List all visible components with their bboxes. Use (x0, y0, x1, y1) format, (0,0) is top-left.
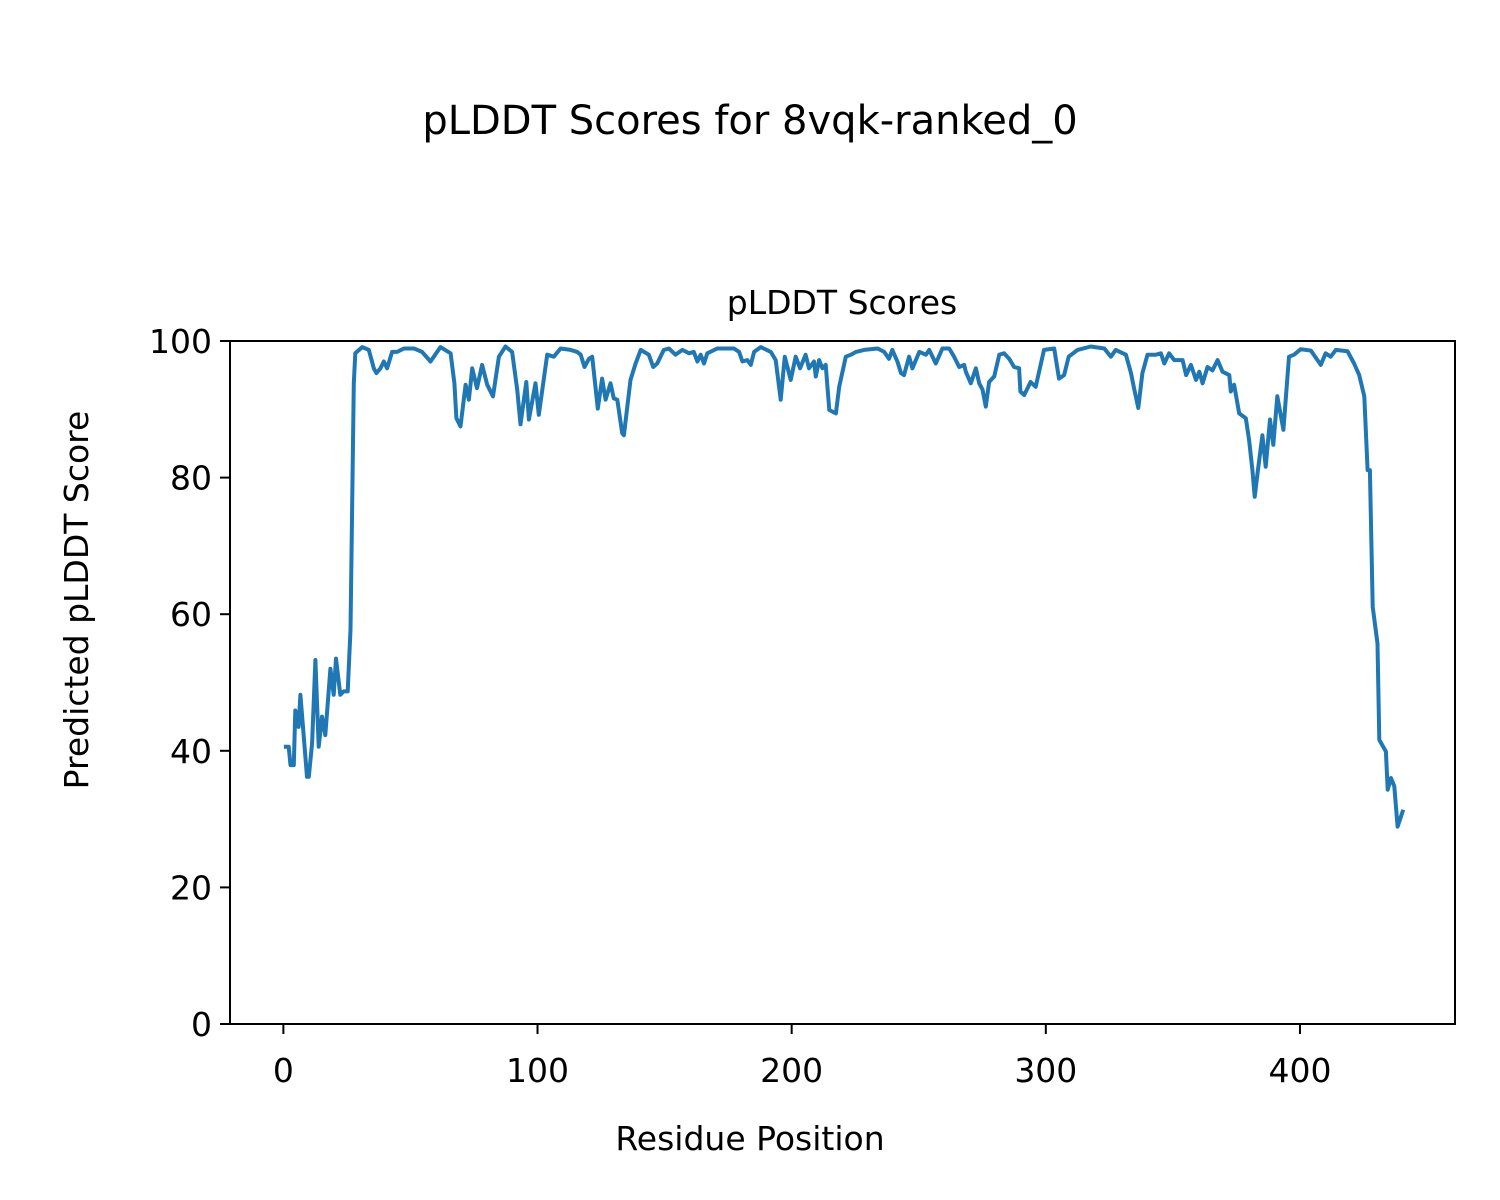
plot-area (283, 344, 1406, 829)
axes-frame (229, 340, 1456, 1025)
y-axis-label: Predicted pLDDT Score (57, 411, 96, 790)
figure-suptitle: pLDDT Scores for 8vqk-ranked_0 (422, 98, 1077, 144)
x-tick-label: 0 (273, 1051, 294, 1090)
x-tick-label: 100 (506, 1051, 569, 1090)
y-tick-label: 60 (170, 595, 212, 634)
x-tick-label: 300 (1014, 1051, 1077, 1090)
x-tick-label: 200 (760, 1051, 823, 1090)
y-tick-label: 0 (191, 1005, 212, 1044)
x-tick-label: 400 (1268, 1051, 1331, 1090)
x-axis-ticks: 0 100 200 300 400 (273, 1024, 1331, 1090)
x-axis-label: Residue Position (615, 1119, 884, 1158)
y-tick-label: 20 (170, 868, 212, 907)
axes-title: pLDDT Scores (727, 283, 957, 322)
y-tick-label: 40 (170, 732, 212, 771)
plddt-series-line (283, 344, 1406, 829)
y-tick-label: 80 (170, 459, 212, 498)
y-tick-label: 100 (149, 322, 212, 361)
y-axis-ticks: 0 20 40 60 80 100 (149, 322, 230, 1044)
